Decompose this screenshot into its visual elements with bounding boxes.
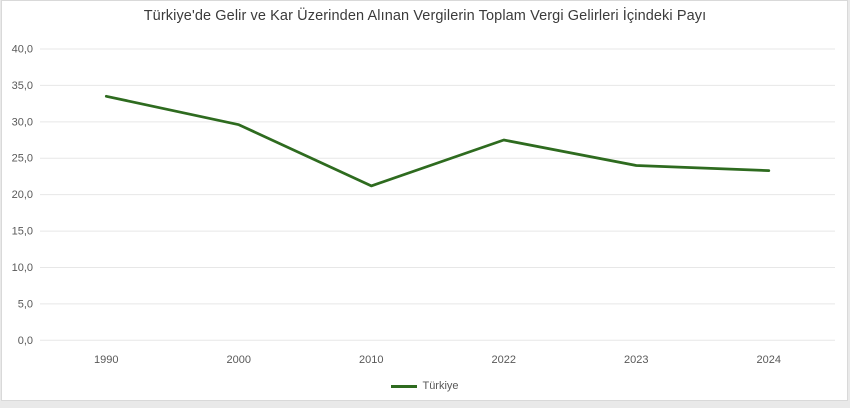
y-axis-tick-label: 5,0 [18, 298, 33, 310]
x-axis-tick-label: 2024 [757, 354, 781, 366]
series-line [104, 94, 771, 188]
x-axis-tick-label: 2022 [492, 354, 516, 366]
legend-line-marker [391, 384, 418, 388]
y-axis-tick-label: 0,0 [18, 335, 33, 347]
chart-legend: Türkiye [0, 380, 850, 392]
y-axis-tick-label: 30,0 [12, 116, 33, 128]
y-axis-tick-label: 40,0 [12, 44, 33, 56]
legend-series-label: Türkiye [422, 380, 459, 392]
y-axis-tick-label: 20,0 [12, 189, 33, 201]
y-axis-tick-label: 35,0 [12, 80, 33, 92]
x-axis-tick-label: 2000 [227, 354, 251, 366]
x-axis-tick-label: 2010 [359, 354, 383, 366]
x-axis-tick-label: 1990 [94, 354, 118, 366]
x-axis-tick-label: 2023 [624, 354, 648, 366]
y-axis-tick-label: 25,0 [12, 153, 33, 165]
y-axis-tick-label: 10,0 [12, 262, 33, 274]
chart-frame [1, 0, 848, 401]
y-axis-tick-label: 15,0 [12, 226, 33, 238]
chart-title: Türkiye'de Gelir ve Kar Üzerinden Alınan… [143, 8, 707, 24]
